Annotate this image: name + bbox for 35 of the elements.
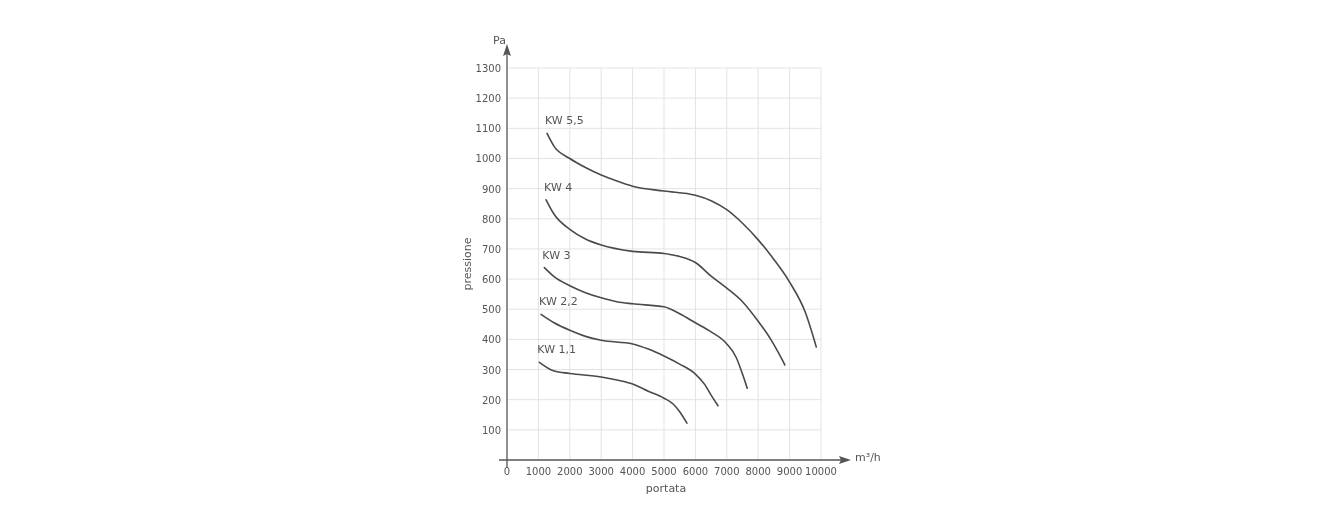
x-tick-label: 7000 <box>714 466 740 477</box>
y-tick-label: 300 <box>481 364 501 376</box>
series-label: KW 2,2 <box>539 295 578 309</box>
y-tick-label: 900 <box>481 183 501 195</box>
line-series <box>538 361 688 425</box>
x-tick-label: 6000 <box>682 466 709 477</box>
x-tick-label: 3000 <box>588 466 614 477</box>
text: Pa <box>493 34 506 47</box>
y-tick-label: 200 <box>481 394 501 406</box>
y-tick-label: 700 <box>481 243 501 255</box>
x-tick-label: 1000 <box>525 466 552 477</box>
series-label: KW 4 <box>544 180 573 194</box>
y-tick-label: 100 <box>481 424 501 436</box>
series-label: KW 3 <box>542 248 571 262</box>
y-tick-label: 600 <box>481 274 501 286</box>
series-label: KW 5,5 <box>545 114 584 128</box>
y-tick-label: 1200 <box>475 93 501 105</box>
y-tick-label: 500 <box>481 304 501 316</box>
line-series <box>540 313 719 407</box>
y-tick-label: 1100 <box>475 123 501 135</box>
x-tick-label: 4000 <box>619 466 646 477</box>
x-tick-label: 5000 <box>651 466 677 477</box>
x-axis-title: portata <box>645 482 687 495</box>
y-axis-title: pressione <box>461 237 474 291</box>
x-tick-label: 10000 <box>805 466 837 477</box>
x-tick-label: 8000 <box>745 466 771 477</box>
x-tick-label: 0 <box>503 466 511 477</box>
x-tick-label: 2000 <box>557 466 583 477</box>
y-tick-label: 400 <box>481 334 501 346</box>
y-tick-label: 1300 <box>475 63 501 74</box>
series-label: KW 1,1 <box>537 343 577 357</box>
y-tick-label: 800 <box>481 213 501 225</box>
text: m³/h <box>855 451 881 464</box>
x-tick-label: 9000 <box>776 466 803 477</box>
y-tick-label: 1000 <box>475 153 501 165</box>
